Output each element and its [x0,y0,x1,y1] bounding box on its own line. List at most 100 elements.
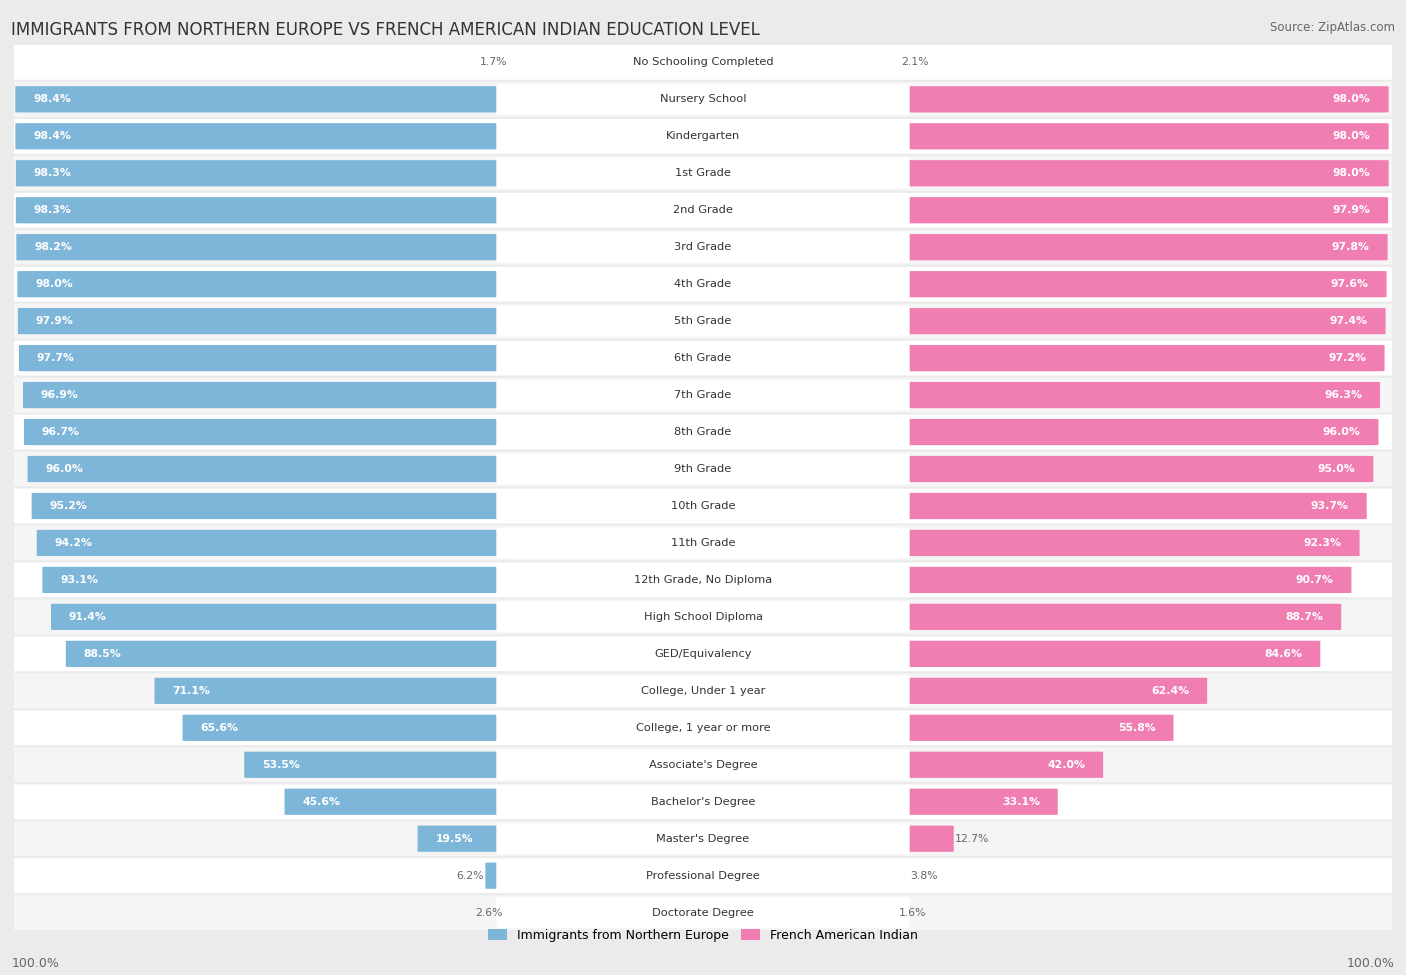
Text: 2.6%: 2.6% [475,908,502,917]
FancyBboxPatch shape [496,342,910,373]
Text: 92.3%: 92.3% [1303,538,1341,548]
Text: 98.2%: 98.2% [34,242,72,253]
FancyBboxPatch shape [245,752,531,778]
FancyBboxPatch shape [28,456,531,483]
FancyBboxPatch shape [875,566,1351,593]
Text: 12th Grade, No Diploma: 12th Grade, No Diploma [634,575,772,585]
FancyBboxPatch shape [496,602,910,633]
FancyBboxPatch shape [875,641,1320,667]
FancyBboxPatch shape [875,419,1378,446]
Text: 88.7%: 88.7% [1285,612,1323,622]
Text: 3rd Grade: 3rd Grade [675,242,731,253]
Text: 90.7%: 90.7% [1296,575,1333,585]
Text: 96.9%: 96.9% [41,390,79,400]
FancyBboxPatch shape [3,451,1403,487]
FancyBboxPatch shape [875,345,1385,371]
FancyBboxPatch shape [496,676,910,706]
FancyBboxPatch shape [875,492,1367,519]
Text: 98.0%: 98.0% [1333,132,1371,141]
FancyBboxPatch shape [3,119,1403,154]
FancyBboxPatch shape [3,193,1403,227]
FancyBboxPatch shape [496,639,910,669]
FancyBboxPatch shape [875,308,1385,334]
Text: 95.0%: 95.0% [1317,464,1355,474]
FancyBboxPatch shape [24,419,531,446]
FancyBboxPatch shape [3,267,1403,301]
Text: 8th Grade: 8th Grade [675,427,731,437]
Text: 93.7%: 93.7% [1310,501,1348,511]
FancyBboxPatch shape [15,123,531,149]
FancyBboxPatch shape [875,234,1388,260]
FancyBboxPatch shape [3,304,1403,338]
Text: 97.8%: 97.8% [1331,242,1369,253]
FancyBboxPatch shape [875,160,1389,186]
FancyBboxPatch shape [155,678,531,704]
FancyBboxPatch shape [496,416,910,448]
FancyBboxPatch shape [875,604,1341,630]
Text: 97.7%: 97.7% [37,353,75,363]
FancyBboxPatch shape [3,711,1403,745]
FancyBboxPatch shape [51,604,531,630]
FancyBboxPatch shape [503,900,531,926]
FancyBboxPatch shape [496,453,910,485]
FancyBboxPatch shape [3,784,1403,819]
Text: 88.5%: 88.5% [84,648,121,659]
FancyBboxPatch shape [3,377,1403,412]
Text: 97.4%: 97.4% [1330,316,1368,327]
Text: GED/Equivalency: GED/Equivalency [654,648,752,659]
Text: 62.4%: 62.4% [1152,685,1189,696]
Text: 65.6%: 65.6% [201,722,239,733]
FancyBboxPatch shape [18,345,531,371]
Text: Professional Degree: Professional Degree [647,871,759,880]
FancyBboxPatch shape [875,382,1379,409]
Text: 1.7%: 1.7% [479,58,508,67]
Text: 10th Grade: 10th Grade [671,501,735,511]
Text: 93.1%: 93.1% [60,575,98,585]
FancyBboxPatch shape [32,492,531,519]
FancyBboxPatch shape [3,674,1403,708]
FancyBboxPatch shape [418,826,531,852]
FancyBboxPatch shape [3,637,1403,671]
FancyBboxPatch shape [496,47,910,78]
FancyBboxPatch shape [875,789,1057,815]
FancyBboxPatch shape [875,456,1374,483]
Text: 98.3%: 98.3% [34,169,72,178]
FancyBboxPatch shape [875,49,900,75]
FancyBboxPatch shape [18,308,531,334]
FancyBboxPatch shape [37,529,531,556]
Text: 96.0%: 96.0% [1323,427,1361,437]
FancyBboxPatch shape [875,271,1386,297]
Text: 97.9%: 97.9% [35,316,73,327]
FancyBboxPatch shape [496,269,910,299]
FancyBboxPatch shape [15,86,531,112]
Text: 97.2%: 97.2% [1329,353,1367,363]
Text: 98.4%: 98.4% [34,132,72,141]
Text: 96.7%: 96.7% [42,427,80,437]
Text: 100.0%: 100.0% [11,956,59,970]
FancyBboxPatch shape [3,340,1403,375]
FancyBboxPatch shape [3,488,1403,524]
FancyBboxPatch shape [875,123,1389,149]
FancyBboxPatch shape [3,821,1403,856]
FancyBboxPatch shape [284,789,531,815]
FancyBboxPatch shape [496,195,910,225]
Text: 53.5%: 53.5% [262,760,299,770]
Text: 1st Grade: 1st Grade [675,169,731,178]
FancyBboxPatch shape [496,823,910,854]
Text: 2nd Grade: 2nd Grade [673,205,733,215]
FancyBboxPatch shape [3,156,1403,191]
FancyBboxPatch shape [3,748,1403,782]
FancyBboxPatch shape [496,565,910,596]
Text: Source: ZipAtlas.com: Source: ZipAtlas.com [1270,21,1395,34]
Text: 42.0%: 42.0% [1047,760,1085,770]
Text: Doctorate Degree: Doctorate Degree [652,908,754,917]
FancyBboxPatch shape [42,566,531,593]
Text: 33.1%: 33.1% [1002,797,1040,806]
FancyBboxPatch shape [3,230,1403,264]
FancyBboxPatch shape [875,715,1174,741]
Text: 12.7%: 12.7% [955,834,990,843]
FancyBboxPatch shape [3,526,1403,561]
Text: 96.0%: 96.0% [45,464,83,474]
FancyBboxPatch shape [496,490,910,522]
FancyBboxPatch shape [485,863,531,889]
